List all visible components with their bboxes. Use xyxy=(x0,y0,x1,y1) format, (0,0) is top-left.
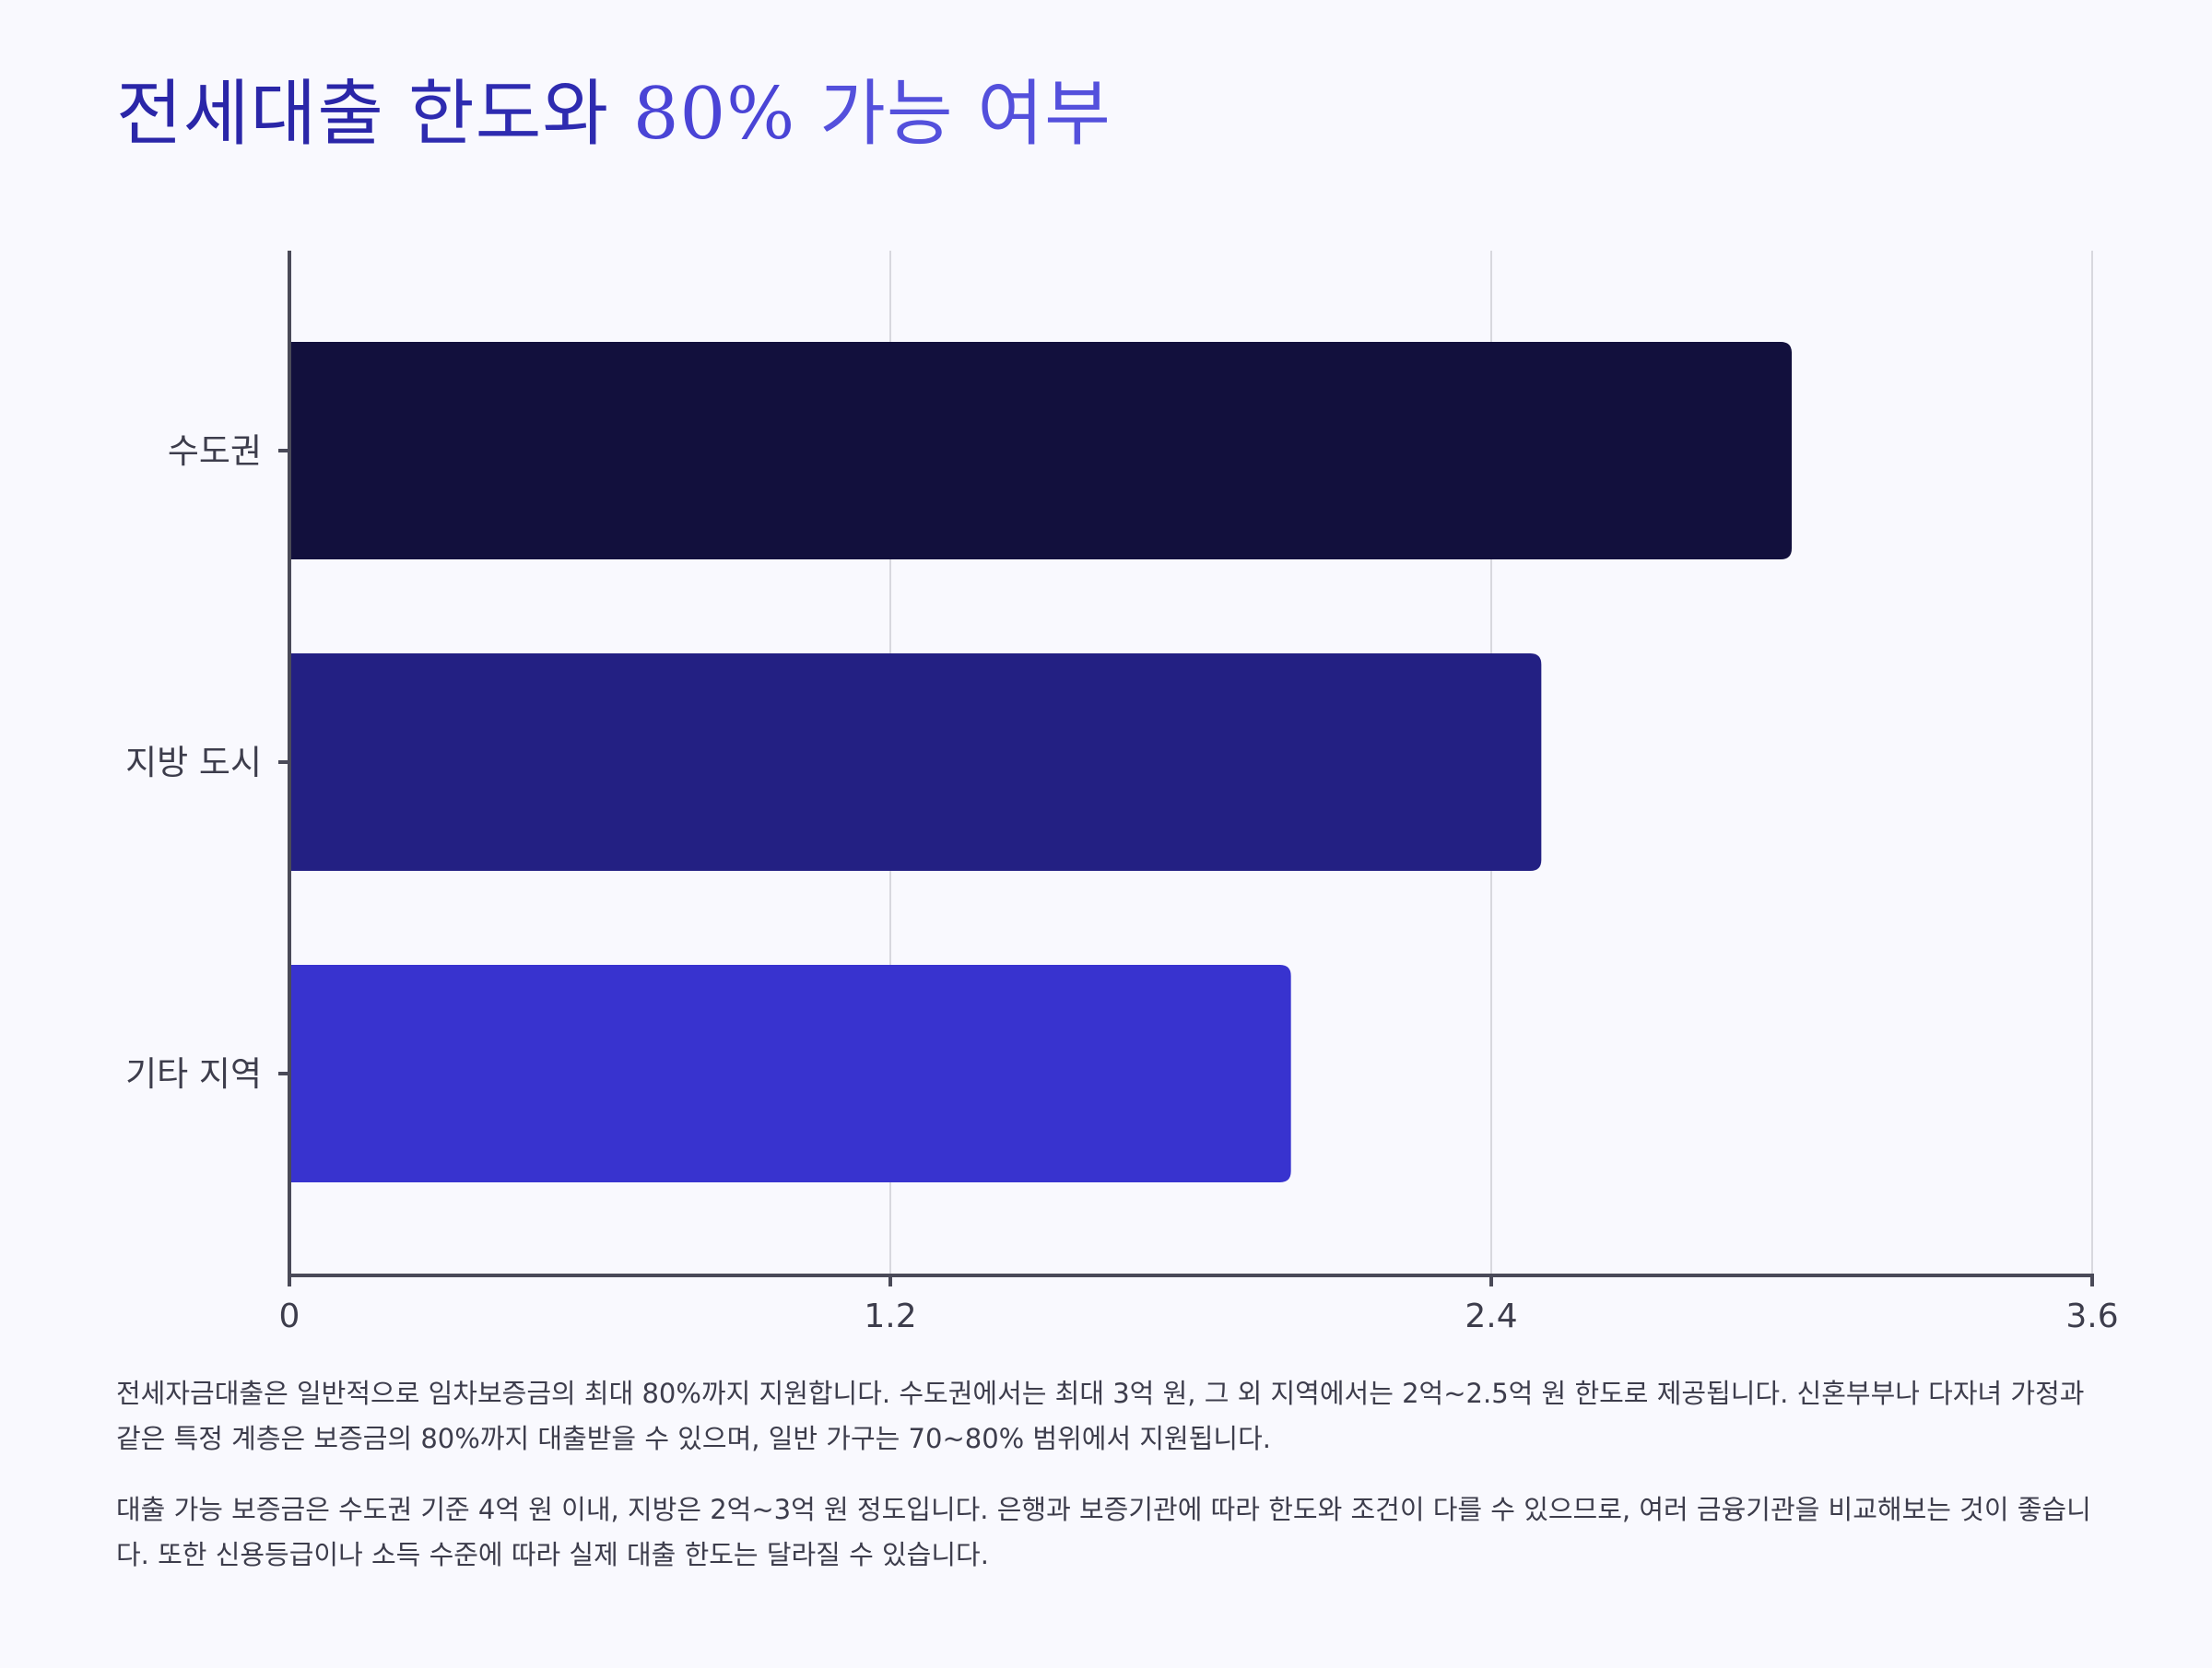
title-segment: 가능 여부 xyxy=(819,73,1112,156)
page-title: 전세대출 한도와 80% 가능 여부 xyxy=(116,72,1112,159)
description-paragraph: 대출 가능 보증금은 수도권 기준 4억 원 이내, 지방은 2억~3억 원 정… xyxy=(116,1494,2091,1570)
title-segment: 한도와 xyxy=(407,73,633,156)
axes xyxy=(278,251,2094,1286)
bar-1 xyxy=(289,342,1792,559)
title-segment: 80% xyxy=(632,73,820,156)
x-tick-label: 0 xyxy=(279,1298,300,1335)
bar-2 xyxy=(289,653,1542,871)
x-tick-label: 2.4 xyxy=(1465,1298,1517,1335)
description-paragraph: 전세자금대출은 일반적으로 임차보증금의 최대 80%까지 지원합니다. 수도권… xyxy=(116,1378,2085,1454)
bars xyxy=(289,342,1792,1182)
title-segment: 전세대출 xyxy=(116,73,408,156)
category-label: 지방 도시 xyxy=(125,743,262,782)
category-label: 수도권 xyxy=(168,431,262,471)
category-label: 기타 지역 xyxy=(125,1054,262,1094)
x-tick-label: 1.2 xyxy=(864,1298,916,1335)
bar-3 xyxy=(289,965,1291,1182)
x-tick-label: 3.6 xyxy=(2065,1298,2118,1335)
chart-description: 전세자금대출은 일반적으로 임차보증금의 최대 80%까지 지원합니다. 수도권… xyxy=(116,1371,2096,1603)
